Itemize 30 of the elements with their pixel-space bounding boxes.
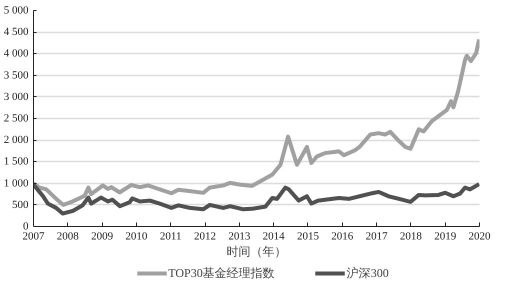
x-tick-label: 2013: [228, 230, 251, 242]
x-tick-label: 2020: [468, 230, 491, 242]
y-tick-label: 4 500: [4, 26, 29, 38]
legend-label: TOP30基金经理指数: [168, 264, 275, 282]
x-tick-label: 2017: [366, 230, 388, 242]
x-tick-label: 2009: [91, 230, 114, 242]
y-tick-label: 2 000: [4, 134, 29, 146]
x-tick-label: 2016: [331, 230, 354, 242]
x-tick-label: 2012: [194, 230, 216, 242]
y-tick-label: 5 000: [4, 4, 29, 16]
y-tick-label: 500: [12, 198, 29, 211]
x-tick-label: 2018: [400, 230, 422, 242]
y-tick-label: 3 500: [4, 69, 29, 82]
line-series: [34, 37, 480, 207]
y-tick-label: 4 000: [4, 48, 29, 60]
x-tick-label: 2014: [262, 230, 286, 242]
x-tick-label: 2007: [22, 230, 45, 242]
x-tick-label: 2010: [125, 230, 148, 242]
y-tick-label: 3 000: [4, 90, 29, 103]
x-tick-label: 2011: [160, 230, 182, 242]
legend-label: 沪深300: [346, 264, 389, 282]
x-axis-title: 时间（年）: [226, 244, 286, 258]
y-tick-label: 2 500: [4, 112, 29, 124]
x-tick-label: 2008: [56, 230, 80, 242]
y-tick-label: 0: [23, 220, 29, 232]
y-tick-label: 1 500: [4, 156, 29, 168]
x-tick-label: 2015: [296, 230, 320, 242]
line-series: [34, 182, 480, 216]
x-tick-label: 2019: [434, 230, 457, 242]
y-tick-label: 1 000: [4, 177, 29, 190]
